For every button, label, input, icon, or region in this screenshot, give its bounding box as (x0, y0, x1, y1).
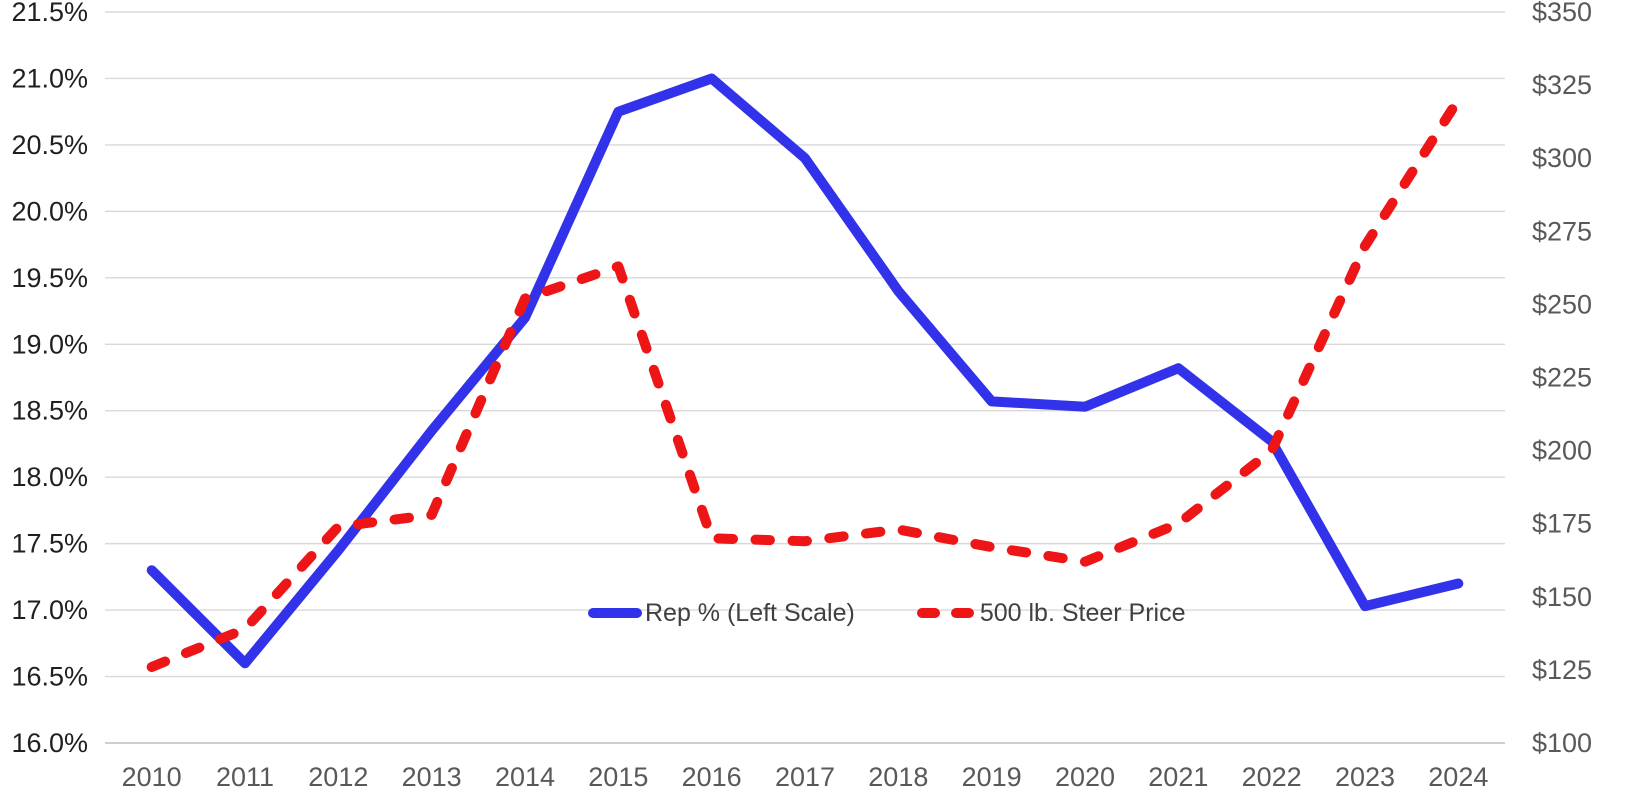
right-axis-tick-label: $250 (1532, 289, 1592, 319)
right-axis-tick-label: $225 (1532, 363, 1592, 393)
right-axis-tick-label: $125 (1532, 655, 1592, 685)
legend-label-rep: Rep % (Left Scale) (645, 599, 855, 627)
x-axis-tick-label: 2010 (122, 762, 182, 792)
legend-swatch-rep-line (588, 608, 642, 618)
x-axis-tick-label: 2022 (1242, 762, 1302, 792)
left-axis-tick-label: 20.5% (11, 130, 88, 160)
dash-segment (950, 608, 974, 618)
right-axis-tick-label: $350 (1532, 0, 1592, 27)
x-axis-tick-label: 2023 (1335, 762, 1395, 792)
right-axis-tick-label: $200 (1532, 436, 1592, 466)
x-axis-tick-label: 2021 (1148, 762, 1208, 792)
legend-label-steer: 500 lb. Steer Price (979, 599, 1186, 627)
x-axis-tick-label: 2017 (775, 762, 835, 792)
series-line-rep-percent (146, 73, 1464, 669)
x-axis-tick-label: 2012 (308, 762, 368, 792)
legend-swatch-steer-dashed-line (916, 608, 974, 618)
left-axis-tick-label: 19.0% (11, 329, 88, 359)
series-line-steer-price (146, 94, 1464, 672)
left-axis-tick-label: 16.5% (11, 662, 88, 692)
x-axis-tick-label: 2015 (588, 762, 648, 792)
left-axis-tick-label: 18.5% (11, 396, 88, 426)
x-axis-tick-label: 2020 (1055, 762, 1115, 792)
x-axis-tick-label: 2018 (868, 762, 928, 792)
left-axis-tick-label: 16.0% (11, 728, 88, 758)
right-axis-tick-label: $100 (1532, 728, 1592, 758)
left-axis-tick-label: 21.5% (11, 0, 88, 27)
right-axis-tick-label: $300 (1532, 143, 1592, 173)
right-axis-tick-label: $275 (1532, 216, 1592, 246)
x-axis-tick-label: 2024 (1428, 762, 1488, 792)
right-axis-tick-label: $150 (1532, 582, 1592, 612)
dash-segment (916, 608, 940, 618)
x-axis-tick-label: 2016 (682, 762, 742, 792)
x-axis-tick-label: 2011 (216, 762, 274, 792)
right-axis-tick-label: $325 (1532, 70, 1592, 100)
left-axis-tick-label: 17.0% (11, 595, 88, 625)
left-axis-tick-label: 19.5% (11, 263, 88, 293)
left-axis-tick-label: 17.5% (11, 529, 88, 559)
left-axis-tick-label: 21.0% (11, 63, 88, 93)
legend: Rep % (Left Scale) 500 lb. Steer Price (588, 596, 1186, 630)
left-axis-tick-label: 20.0% (11, 196, 88, 226)
x-axis-tick-label: 2014 (495, 762, 555, 792)
right-axis-tick-label: $175 (1532, 509, 1592, 539)
x-axis-tick-label: 2019 (962, 762, 1022, 792)
x-axis-tick-label: 2013 (402, 762, 462, 792)
left-axis-tick-label: 18.0% (11, 462, 88, 492)
